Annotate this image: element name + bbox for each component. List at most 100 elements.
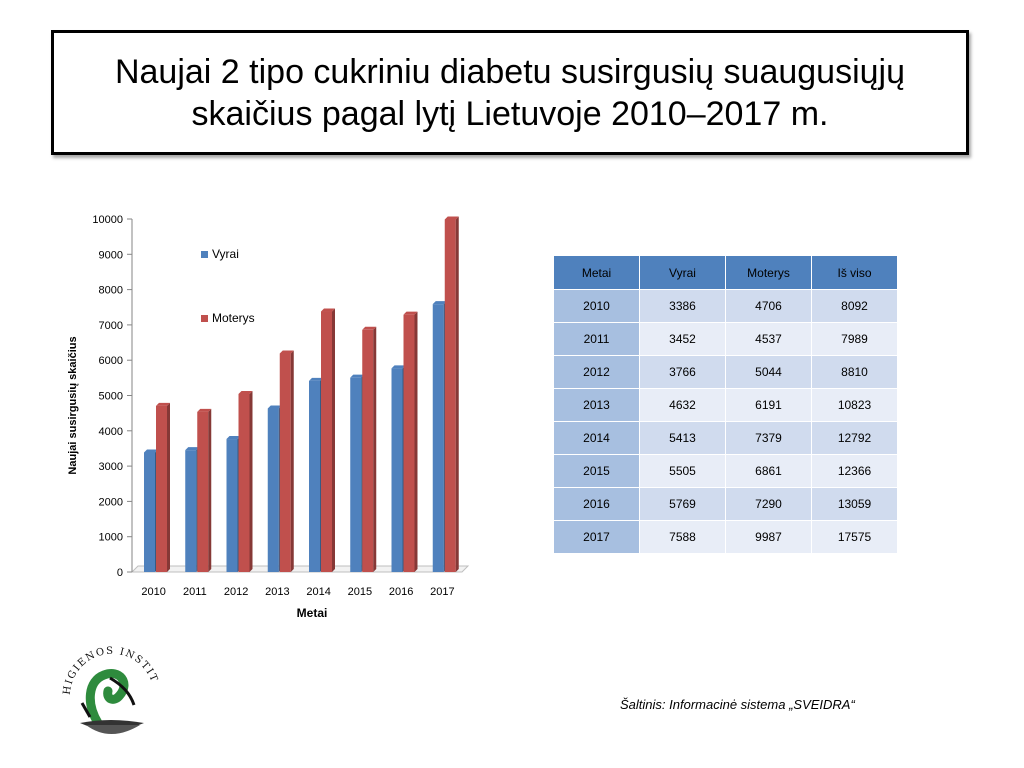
table-header-row: Metai Vyrai Moterys Iš viso (553, 255, 898, 290)
bar-side (290, 350, 294, 572)
svg-text:HIGIENOS INSTITUTAS: HIGIENOS INSTITUTAS (60, 633, 160, 695)
table-row: 2017 7588 9987 17575 (553, 520, 898, 554)
table-cell: 7989 (811, 322, 898, 356)
table-cell: 4537 (725, 322, 812, 356)
title-box: Naujai 2 tipo cukriniu diabetu susirgusi… (51, 30, 969, 155)
y-tick-label: 1000 (99, 532, 123, 544)
table-cell: 5413 (639, 421, 726, 455)
x-tick-label: 2014 (306, 586, 330, 598)
table-cell: 12366 (811, 454, 898, 488)
bar-top (197, 408, 212, 412)
table-cell: 9987 (725, 520, 812, 554)
bar-front (321, 311, 332, 572)
table-cell: 2012 (553, 355, 640, 389)
table-cell: 5044 (725, 355, 812, 389)
y-tick-label: 9000 (99, 249, 123, 261)
page-title: Naujai 2 tipo cukriniu diabetu susirgusi… (114, 52, 906, 133)
bar-moterys-2016 (403, 311, 418, 572)
bar-front (197, 411, 209, 572)
bar-moterys-2013 (279, 350, 294, 572)
bar-front (279, 353, 291, 572)
table-row: 2011 3452 4537 7989 (553, 322, 898, 356)
table-cell: 12792 (811, 421, 898, 455)
legend-swatch-vyrai (201, 251, 208, 258)
logo-text: HIGIENOS INSTITUTAS (55, 625, 159, 695)
legend-swatch-moterys (201, 315, 208, 322)
bar-side (455, 216, 459, 572)
bar-top (267, 405, 282, 409)
table-cell: 7290 (725, 487, 812, 521)
table-row: 2010 3386 4706 8092 (553, 289, 898, 323)
bar-top (185, 447, 200, 451)
table-cell: 2017 (553, 520, 640, 554)
y-tick-label: 6000 (99, 355, 123, 367)
bar-front (267, 408, 279, 572)
table-cell: 2011 (553, 322, 640, 356)
bar-front (391, 368, 403, 572)
bar-vyrai-2015 (350, 374, 365, 572)
bar-front (309, 380, 320, 572)
bar-moterys-2011 (197, 408, 212, 572)
table-row: 2013 4632 6191 10823 (553, 388, 898, 422)
table-cell: 13059 (811, 487, 898, 521)
table-cell: 8810 (811, 355, 898, 389)
bar-side (414, 311, 418, 572)
bar-top (156, 402, 170, 406)
bar-front (238, 393, 250, 572)
y-tick-label: 5000 (99, 391, 123, 403)
bar-vyrai-2014 (309, 377, 323, 572)
table-cell: 2013 (553, 388, 640, 422)
chart-floor (130, 565, 470, 573)
table-cell: 4706 (725, 289, 812, 323)
table-cell: 6191 (725, 388, 812, 422)
table-cell: 2015 (553, 454, 640, 488)
y-tick-label: 3000 (99, 461, 123, 473)
bar-top (432, 301, 447, 305)
source-note: Šaltinis: Informacinė sistema „SVEIDRA“ (620, 697, 855, 712)
bar-side (332, 308, 335, 572)
bar-front (144, 452, 155, 572)
table-cell: 5769 (639, 487, 726, 521)
table-header-cell: Moterys (725, 255, 812, 290)
x-axis-title: Metai (297, 606, 328, 620)
bar-top (350, 374, 365, 378)
bar-top (362, 326, 377, 330)
table-cell: 6861 (725, 454, 812, 488)
bar-top (321, 308, 335, 312)
y-tick-label: 4000 (99, 426, 123, 438)
bar-chart: 0 1000 2000 3000 4000 5000 6000 7000 8000 9000 100… (67, 214, 470, 620)
bar-moterys-2015 (362, 326, 377, 572)
bar-moterys-2010 (156, 402, 170, 572)
bar-top (279, 350, 294, 354)
bar-front (226, 439, 238, 572)
bar-front (444, 219, 456, 572)
y-tick-label: 8000 (99, 285, 123, 297)
bar-top (144, 449, 158, 453)
table-row: 2015 5505 6861 12366 (553, 454, 898, 488)
bar-front (156, 405, 167, 572)
bar-vyrai-2012 (226, 436, 241, 572)
bar-front (362, 329, 374, 572)
legend-label-vyrai: Vyrai (212, 247, 239, 261)
x-tick-label: 2012 (224, 586, 248, 598)
bar-vyrai-2011 (185, 447, 200, 572)
y-tick-label: 7000 (99, 320, 123, 332)
table-cell: 2014 (553, 421, 640, 455)
table-cell: 3766 (639, 355, 726, 389)
bar-moterys-2017 (444, 216, 459, 572)
x-tick-label: 2011 (183, 586, 207, 598)
table-cell: 10823 (811, 388, 898, 422)
table-row: 2014 5413 7379 12792 (553, 421, 898, 455)
table-header-cell: Vyrai (639, 255, 726, 290)
table-header-cell: Iš viso (811, 255, 898, 290)
bar-front (403, 314, 415, 572)
bar-front (350, 377, 362, 572)
bar-top (226, 436, 241, 440)
table-row: 2012 3766 5044 8810 (553, 355, 898, 389)
bar-moterys-2012 (238, 390, 253, 572)
table-cell: 5505 (639, 454, 726, 488)
table-cell: 2016 (553, 487, 640, 521)
bar-top (391, 365, 406, 369)
table-cell: 7588 (639, 520, 726, 554)
y-axis-title: Naujai susirgusių skaičius (67, 336, 79, 474)
